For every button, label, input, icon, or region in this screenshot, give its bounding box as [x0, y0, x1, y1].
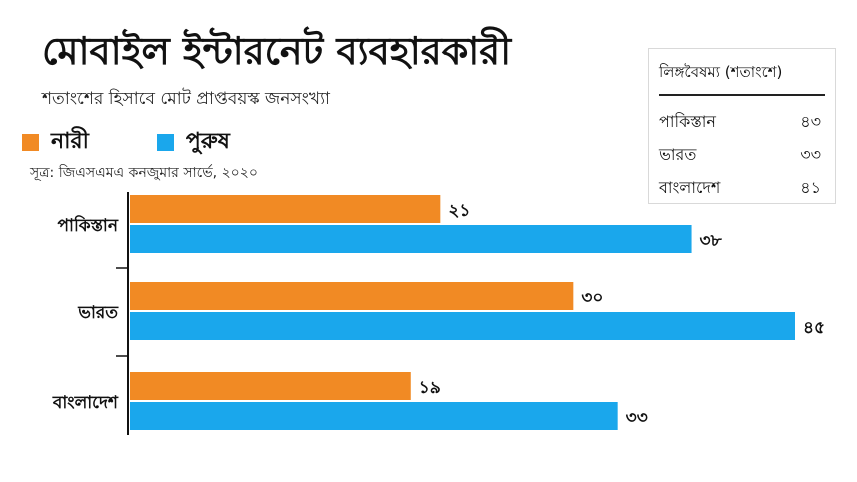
chart-title: মোবাইল ইন্টারনেট ব্যবহারকারী: [42, 29, 512, 73]
gender-gap-row: ভারত ৩৩: [659, 142, 821, 169]
data-label: ৩৮: [700, 231, 723, 251]
data-label: ৪৫: [803, 318, 825, 338]
bar-female: [130, 195, 441, 223]
gender-gap-value: ৪৩: [800, 112, 821, 131]
legend-swatch-female: [22, 134, 39, 151]
legend-label-female: নারী: [51, 129, 89, 154]
bar-female: [130, 372, 411, 400]
bar-male: [130, 225, 692, 253]
gender-gap-value: ৪১: [800, 178, 821, 197]
gender-gap-divider: [659, 94, 825, 96]
legend-swatch-male: [156, 134, 174, 151]
category-label: বাংলাদেশ: [52, 393, 119, 413]
legend-label-male: পুরুষ: [185, 129, 230, 154]
gender-gap-country: বাংলাদেশ: [659, 178, 721, 197]
legend-item-male: পুরুষ: [156, 124, 230, 161]
category-label: ভারত: [77, 303, 119, 323]
data-label: ২১: [448, 201, 470, 221]
chart-subtitle: শতাংশের হিসাবে মোট প্রাপ্তবয়স্ক জনসংখ্য…: [42, 89, 330, 109]
category-label: পাকিস্তান: [57, 214, 118, 236]
gender-gap-row: বাংলাদেশ ৪১: [659, 175, 821, 202]
bar-female: [130, 282, 574, 310]
gender-gap-value: ৩৩: [800, 145, 821, 164]
gender-gap-country: ভারত: [659, 145, 697, 164]
legend-item-female: নারী: [22, 124, 89, 161]
data-label: ৩০: [581, 288, 603, 308]
gender-gap-title: লিঙ্গবৈষম্য (শতাংশে): [659, 63, 783, 81]
bar-male: [130, 402, 618, 430]
gender-gap-row: পাকিস্তান ৪৩: [659, 109, 821, 136]
source-note: সূত্র: জিএসএমএ কনজুমার সার্ভে, ২০২০: [30, 165, 258, 181]
legend: নারী পুরুষ: [22, 124, 288, 161]
gender-gap-box: লিঙ্গবৈষম্য (শতাংশে) পাকিস্তান ৪৩ ভারত ৩…: [648, 48, 836, 204]
data-label: ১৯: [419, 378, 441, 398]
bar-male: [130, 312, 795, 340]
gender-gap-country: পাকিস্তান: [659, 112, 716, 131]
data-label: ৩৩: [626, 408, 648, 428]
